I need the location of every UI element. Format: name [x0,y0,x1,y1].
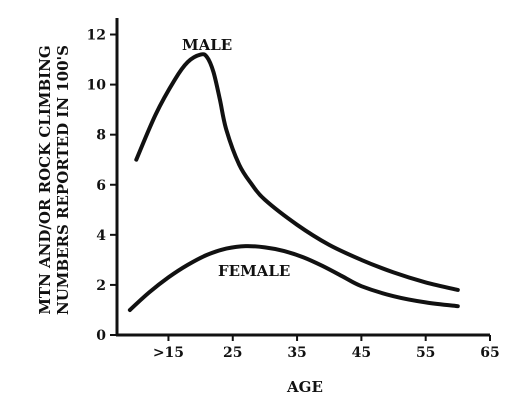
y-tick-label: 10 [87,78,107,94]
x-tick-label: 25 [223,345,242,361]
series-line-female [127,244,460,312]
y-tick-label: 4 [96,228,106,244]
series-label-female: FEMALE [218,262,290,280]
series-line-male [134,52,460,292]
x-tick-label: 65 [480,345,499,361]
y-tick-label: 0 [96,328,106,344]
y-axis-title-line-2: NUMBERS REPORTED IN 100'S [54,45,72,315]
y-tick-label: 12 [87,28,106,44]
x-tick-label: 55 [416,345,435,361]
x-axis-title: AGE [286,378,323,396]
y-axis-title: MTN AND/OR ROCK CLIMBING NUMBERS REPORTE… [36,45,72,315]
y-tick-label: 2 [96,278,106,294]
series-label-male: MALE [182,36,232,54]
y-tick-label: 6 [96,178,106,194]
y-tick-label: 8 [96,128,106,144]
y-axis-title-line-1: MTN AND/OR ROCK CLIMBING [36,45,54,314]
x-tick-label: 45 [352,345,371,361]
x-tick-label: >15 [153,345,184,361]
x-tick-label: 35 [287,345,306,361]
